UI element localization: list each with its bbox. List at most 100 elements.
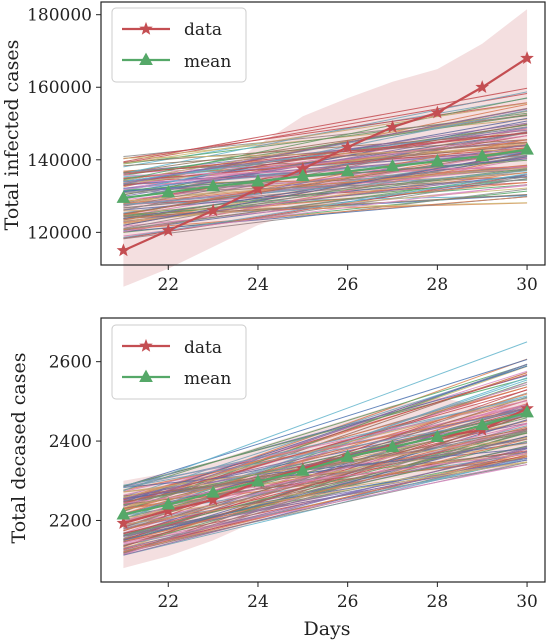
point-mean xyxy=(295,168,310,182)
ensemble-line xyxy=(123,135,528,191)
point-mean xyxy=(116,190,131,203)
ensemble-line xyxy=(123,453,528,504)
point-data xyxy=(430,105,445,119)
x-tick-label: 28 xyxy=(427,592,449,612)
x-axis-label: Days xyxy=(303,618,350,640)
ensemble-line xyxy=(123,164,528,204)
axes: 22 24 26 28 30 2200 2400 2600 xyxy=(49,317,546,612)
ensemble-line xyxy=(123,196,528,230)
ensemble-line xyxy=(123,149,528,159)
ensemble-line xyxy=(123,430,528,536)
ensemble-line xyxy=(123,166,528,176)
legend-marker-mean xyxy=(139,52,153,65)
point-mean xyxy=(385,159,400,172)
x-tick-label: 28 xyxy=(427,275,449,295)
ensemble-line xyxy=(123,389,528,504)
series-line-data xyxy=(122,57,528,252)
point-data xyxy=(520,51,534,65)
ensemble-line xyxy=(123,438,528,542)
ensemble-line xyxy=(123,133,528,163)
x-tick-label: 30 xyxy=(516,275,538,295)
legend-label-data: data xyxy=(184,20,222,40)
x-tick-label: 26 xyxy=(337,592,359,612)
ensemble-line xyxy=(123,341,528,492)
band-area xyxy=(123,9,528,287)
ensemble-line xyxy=(123,97,528,181)
ensemble-line xyxy=(123,428,528,503)
point-mean xyxy=(430,429,445,443)
ensemble-line xyxy=(123,91,528,174)
ensemble-line xyxy=(123,389,528,532)
point-mean xyxy=(520,142,534,155)
x-tick-label: 22 xyxy=(157,592,179,612)
point-data xyxy=(161,223,176,237)
point-mean xyxy=(520,405,534,418)
legend-marker-data xyxy=(139,338,153,352)
legend-label-mean: mean xyxy=(184,369,231,389)
ensemble-line xyxy=(123,149,528,215)
ensemble-line xyxy=(123,393,528,515)
ensemble-line xyxy=(123,463,528,545)
point-mean xyxy=(161,185,176,198)
ensemble-line xyxy=(123,365,528,503)
ensemble-line xyxy=(123,414,528,489)
legend-label-mean: mean xyxy=(184,52,231,72)
legend-label-data: data xyxy=(184,338,222,358)
ensemble-line xyxy=(123,202,528,212)
y-axis-label: Total infected cases xyxy=(1,40,23,231)
x-tick-label: 24 xyxy=(247,592,269,612)
plot-frame xyxy=(100,317,546,583)
point-data xyxy=(116,243,131,257)
ensemble-line xyxy=(123,461,528,526)
ensemble-line xyxy=(123,461,528,552)
ensemble-line xyxy=(123,408,528,491)
point-data xyxy=(206,203,220,217)
ensemble-line xyxy=(123,109,528,192)
ensemble-line xyxy=(123,114,528,176)
point-data xyxy=(251,181,265,195)
ensemble-line xyxy=(123,452,528,553)
plot-frame xyxy=(100,1,546,266)
x-tick-label: 30 xyxy=(516,592,538,612)
point-data xyxy=(340,139,355,153)
point-mean xyxy=(206,178,220,192)
ensemble-line xyxy=(123,139,528,216)
point-mean xyxy=(430,153,445,167)
ensemble-line xyxy=(123,377,528,487)
ensemble-lines xyxy=(123,341,528,556)
ensemble-line xyxy=(123,159,528,191)
legend-entry-mean: mean xyxy=(122,52,231,72)
point-mean xyxy=(340,449,355,462)
legend: data mean xyxy=(111,324,247,400)
ensemble-line xyxy=(123,363,528,507)
axes: 22 24 26 28 30 120000 140000 160000 180000 xyxy=(27,1,546,295)
ensemble-line xyxy=(123,451,528,497)
point-mean xyxy=(251,474,265,487)
ensemble-line xyxy=(123,150,528,189)
x-tick-label: 22 xyxy=(157,275,179,295)
y-tick-label: 140000 xyxy=(27,151,92,171)
y-tick-label: 2600 xyxy=(49,353,92,373)
x-tick-label: 24 xyxy=(247,275,269,295)
ensemble-line xyxy=(123,108,528,185)
point-mean xyxy=(475,417,490,431)
ensemble-line xyxy=(123,454,528,493)
ensemble-line xyxy=(123,184,528,237)
deceased-cases-panel: 22 24 26 28 30 2200 2400 2600 data mean Total d… xyxy=(8,317,546,640)
ensemble-line xyxy=(123,435,528,541)
legend-marker-data xyxy=(139,21,153,35)
y-tick-label: 2400 xyxy=(49,432,92,452)
ensemble-line xyxy=(123,438,528,514)
ensemble-line xyxy=(123,430,528,503)
point-mean xyxy=(251,174,265,187)
ensemble-line xyxy=(123,147,528,182)
ensemble-line xyxy=(123,169,528,225)
y-tick-label: 180000 xyxy=(27,6,92,26)
point-mean xyxy=(161,497,176,510)
ensemble-lines xyxy=(123,87,528,240)
ensemble-line xyxy=(123,131,528,207)
point-data xyxy=(475,80,490,94)
legend: data mean xyxy=(111,7,247,83)
ensemble-line xyxy=(123,173,528,239)
point-mean xyxy=(206,485,220,498)
